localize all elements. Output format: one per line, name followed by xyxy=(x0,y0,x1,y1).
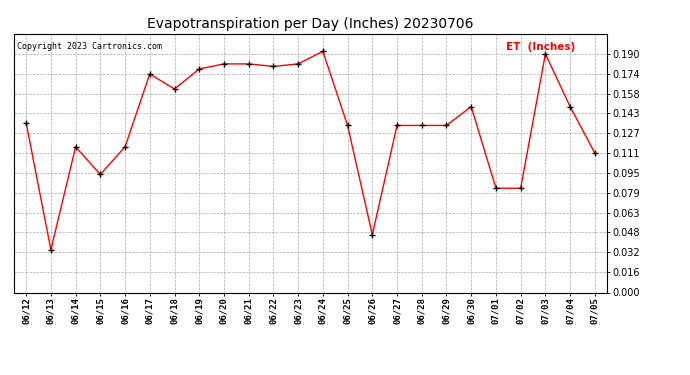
Text: ET  (Inches): ET (Inches) xyxy=(506,42,575,51)
Title: Evapotranspiration per Day (Inches) 20230706: Evapotranspiration per Day (Inches) 2023… xyxy=(147,17,474,31)
Text: Copyright 2023 Cartronics.com: Copyright 2023 Cartronics.com xyxy=(17,42,161,51)
